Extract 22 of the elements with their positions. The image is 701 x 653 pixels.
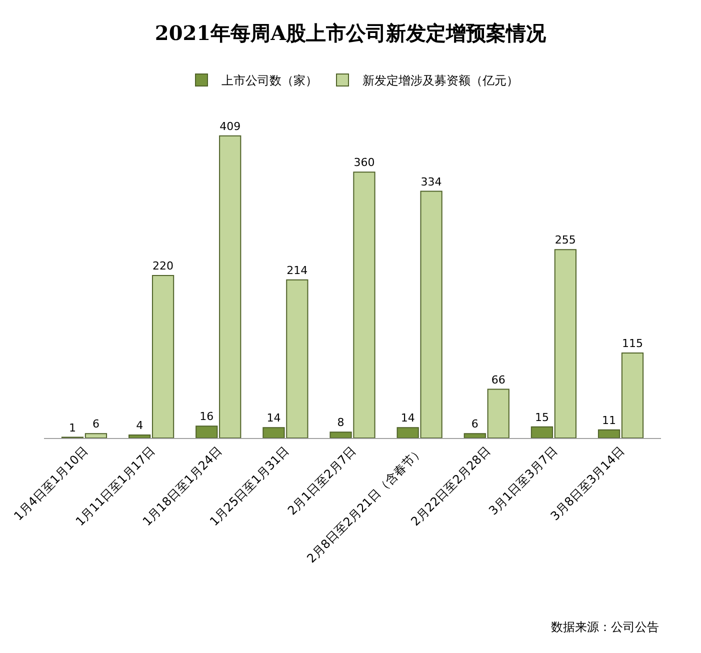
data-label: 255	[554, 234, 576, 247]
data-label: 11	[602, 414, 616, 427]
data-label: 8	[337, 416, 344, 430]
data-label: 15	[534, 410, 549, 424]
data-label: 115	[622, 337, 643, 350]
data-label: 334	[420, 175, 442, 188]
legend-label: 上市公司数（家）	[222, 74, 318, 88]
data-label: 214	[286, 264, 308, 277]
data-label: 4	[136, 419, 144, 432]
data-label: 14	[266, 412, 281, 425]
chart-title: 2021年每周A股上市公司新发定增预案情况	[154, 21, 548, 46]
data-label: 66	[491, 373, 506, 386]
data-label: 1	[69, 421, 76, 434]
data-label: 220	[152, 260, 174, 272]
data-label: 6	[471, 418, 478, 431]
data-label: 6	[92, 418, 100, 431]
data-label: 16	[200, 410, 214, 424]
legend-label: 新发定增涉及募资额（亿元）	[362, 74, 518, 88]
data-label: 14	[400, 412, 415, 425]
data-label: 409	[220, 120, 241, 133]
source-note: 数据来源：公司公告	[551, 620, 659, 634]
data-label: 360	[354, 156, 375, 170]
